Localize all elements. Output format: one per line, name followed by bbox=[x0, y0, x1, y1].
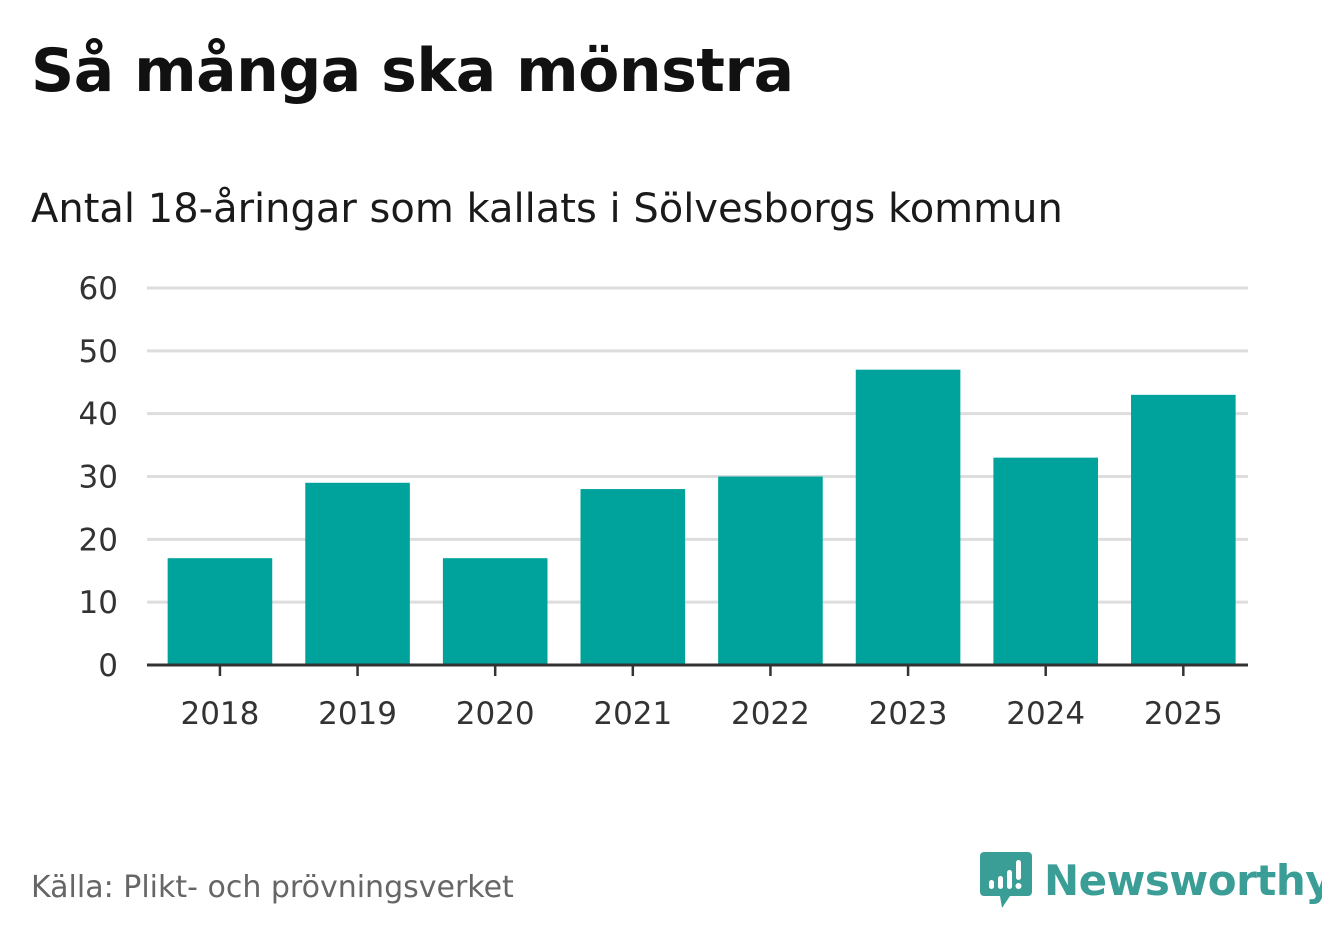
bar-2021 bbox=[580, 489, 686, 665]
bars bbox=[167, 369, 1236, 665]
x-tick-label: 2019 bbox=[318, 696, 397, 732]
bar-2018 bbox=[167, 558, 273, 665]
chart-title: Så många ska mönstra bbox=[31, 36, 794, 106]
y-tick-label: 40 bbox=[79, 397, 118, 433]
x-axis: 2018 2019 2020 2021 2022 2023 2024 2025 bbox=[147, 663, 1248, 732]
y-tick-label: 20 bbox=[79, 522, 118, 558]
x-tick-label: 2020 bbox=[456, 696, 535, 732]
bar-2025 bbox=[1131, 394, 1236, 665]
y-axis-ticks: 0 10 20 30 40 50 60 bbox=[79, 271, 118, 684]
y-tick-label: 60 bbox=[79, 271, 118, 307]
bar-2020 bbox=[442, 558, 548, 665]
x-tick-label: 2022 bbox=[731, 696, 810, 732]
newsworthy-brand[interactable]: Newsworthy bbox=[980, 850, 1322, 910]
y-tick-label: 10 bbox=[79, 585, 118, 621]
y-tick-label: 0 bbox=[98, 648, 118, 684]
brand-name: Newsworthy bbox=[1044, 855, 1322, 905]
bar-2023 bbox=[855, 369, 961, 665]
x-tick-label: 2024 bbox=[1006, 696, 1085, 732]
bar-2019 bbox=[305, 482, 410, 665]
y-tick-label: 30 bbox=[79, 460, 118, 496]
x-tick-label: 2021 bbox=[593, 696, 672, 732]
bar-2024 bbox=[993, 457, 1098, 665]
x-tick-label: 2023 bbox=[869, 696, 948, 732]
source-note: Källa: Plikt- och prövningsverket bbox=[31, 870, 514, 905]
x-tick-label: 2025 bbox=[1144, 696, 1223, 732]
y-tick-label: 50 bbox=[79, 334, 118, 370]
newsworthy-logo-icon bbox=[980, 852, 1032, 908]
x-tick-label: 2018 bbox=[180, 696, 259, 732]
chart-subtitle: Antal 18-åringar som kallats i Sölvesbor… bbox=[31, 186, 1063, 232]
bar-2022 bbox=[718, 476, 823, 665]
